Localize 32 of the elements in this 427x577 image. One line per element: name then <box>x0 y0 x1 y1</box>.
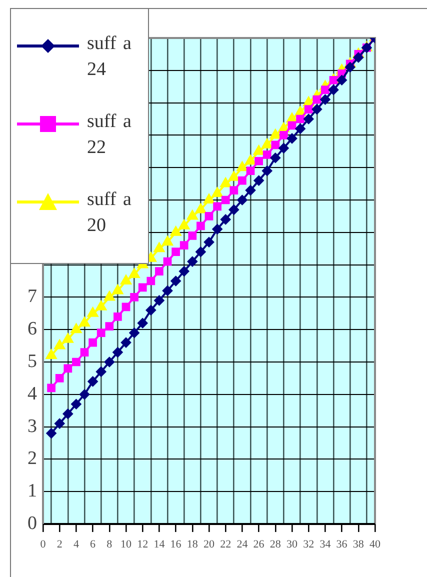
x-tick-label: 2 <box>56 538 62 550</box>
y-tick-label: 4 <box>28 383 38 404</box>
y-tick-label: 0 <box>28 512 37 534</box>
x-tick-label: 40 <box>370 538 381 550</box>
y-tick-label: 1 <box>28 480 37 502</box>
legend-label: suff a 22 <box>87 110 132 160</box>
x-tick-label: 38 <box>352 538 364 550</box>
x-tick-label: 34 <box>320 538 332 550</box>
x-tick-label: 10 <box>120 538 132 550</box>
x-tick-label: 20 <box>204 538 215 550</box>
x-tick-label: 22 <box>220 538 232 550</box>
x-tick-label: 24 <box>236 538 248 550</box>
y-tick-label: 3 <box>28 416 37 437</box>
x-tick-label: 36 <box>336 538 348 550</box>
x-tick-label: 6 <box>90 538 96 550</box>
x-tick-label: 18 <box>186 538 198 550</box>
x-tick-label: 28 <box>270 538 282 550</box>
x-tick-label: 0 <box>40 538 46 550</box>
x-tick-label: 26 <box>253 538 265 550</box>
x-tick-label: 16 <box>170 538 182 550</box>
x-tick-label: 4 <box>73 538 80 550</box>
x-tick-label: 30 <box>286 538 298 550</box>
y-tick-label: 6 <box>28 318 37 340</box>
y-tick-label: 2 <box>28 448 37 470</box>
x-tick-label: 8 <box>106 538 113 550</box>
x-tick-label: 12 <box>137 538 148 550</box>
y-tick-label: 7 <box>28 286 37 308</box>
y-tick-label: 5 <box>28 350 37 372</box>
x-tick-label: 14 <box>154 538 166 550</box>
legend-label: suff a 20 <box>87 188 132 238</box>
legend-label: suff a 24 <box>87 32 132 82</box>
x-tick-label: 32 <box>303 538 314 550</box>
